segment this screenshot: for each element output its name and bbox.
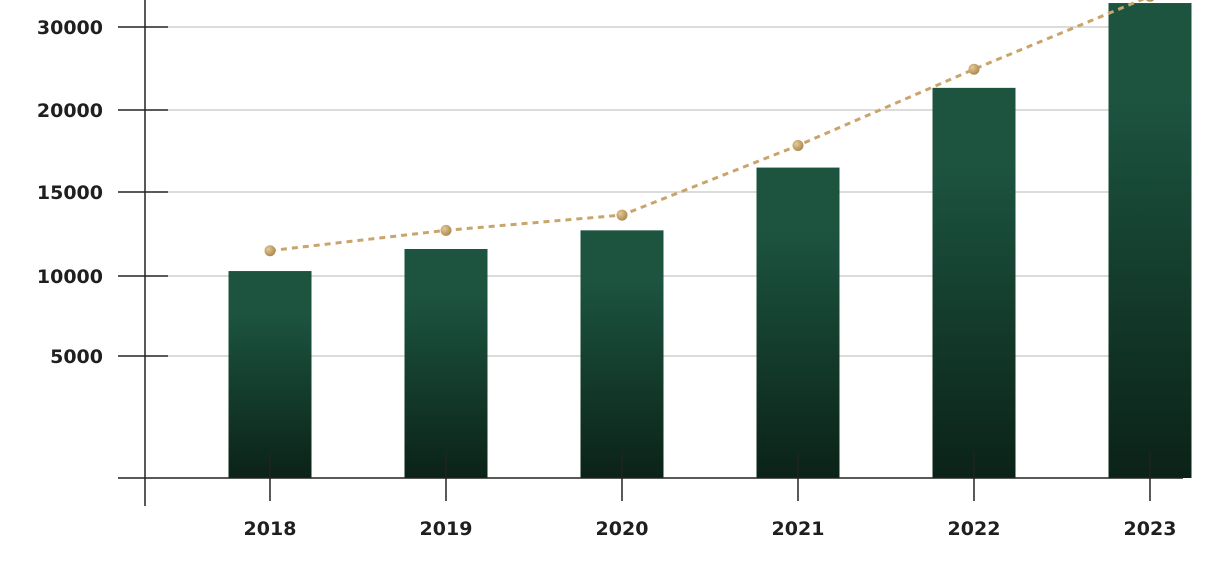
x-tick-label-2019: 2019 [420,518,473,540]
x-tick-label-2021: 2021 [772,518,825,540]
y-tick-label-20000: 20000 [37,100,103,122]
bar-2022 [932,87,1016,478]
trend-point-2019 [440,224,452,236]
y-tick-label-30000: 30000 [37,17,103,39]
trend-line-path [269,0,1145,253]
y-tick-label-10000: 10000 [37,266,103,288]
bar-2020 [580,230,664,478]
x-tick-label-2018: 2018 [244,518,297,540]
axes [118,0,1183,506]
bar-2018 [228,271,312,478]
x-tick-label-2022: 2022 [948,518,1001,540]
gridlines [168,26,1183,357]
x-tick-label-2023: 2023 [1124,518,1177,540]
trend-point-2018 [264,245,276,257]
tick-labels: 5000 10000 15000 20000 30000 2018 2019 2020 2021… [37,17,1177,540]
y-tick-label-15000: 15000 [37,182,103,204]
trend-point-2020 [616,209,628,221]
bar-2021 [756,167,840,479]
bar-2023 [1108,3,1192,478]
x-tick-label-2020: 2020 [596,518,649,540]
trend-point-2022 [968,63,980,75]
trend-point-2021 [792,140,804,152]
bar-2019 [404,249,488,478]
y-tick-label-5000: 5000 [50,346,103,368]
trend-line [264,0,1155,257]
trend-point-2023 [1145,0,1155,2]
bars [228,3,1192,479]
